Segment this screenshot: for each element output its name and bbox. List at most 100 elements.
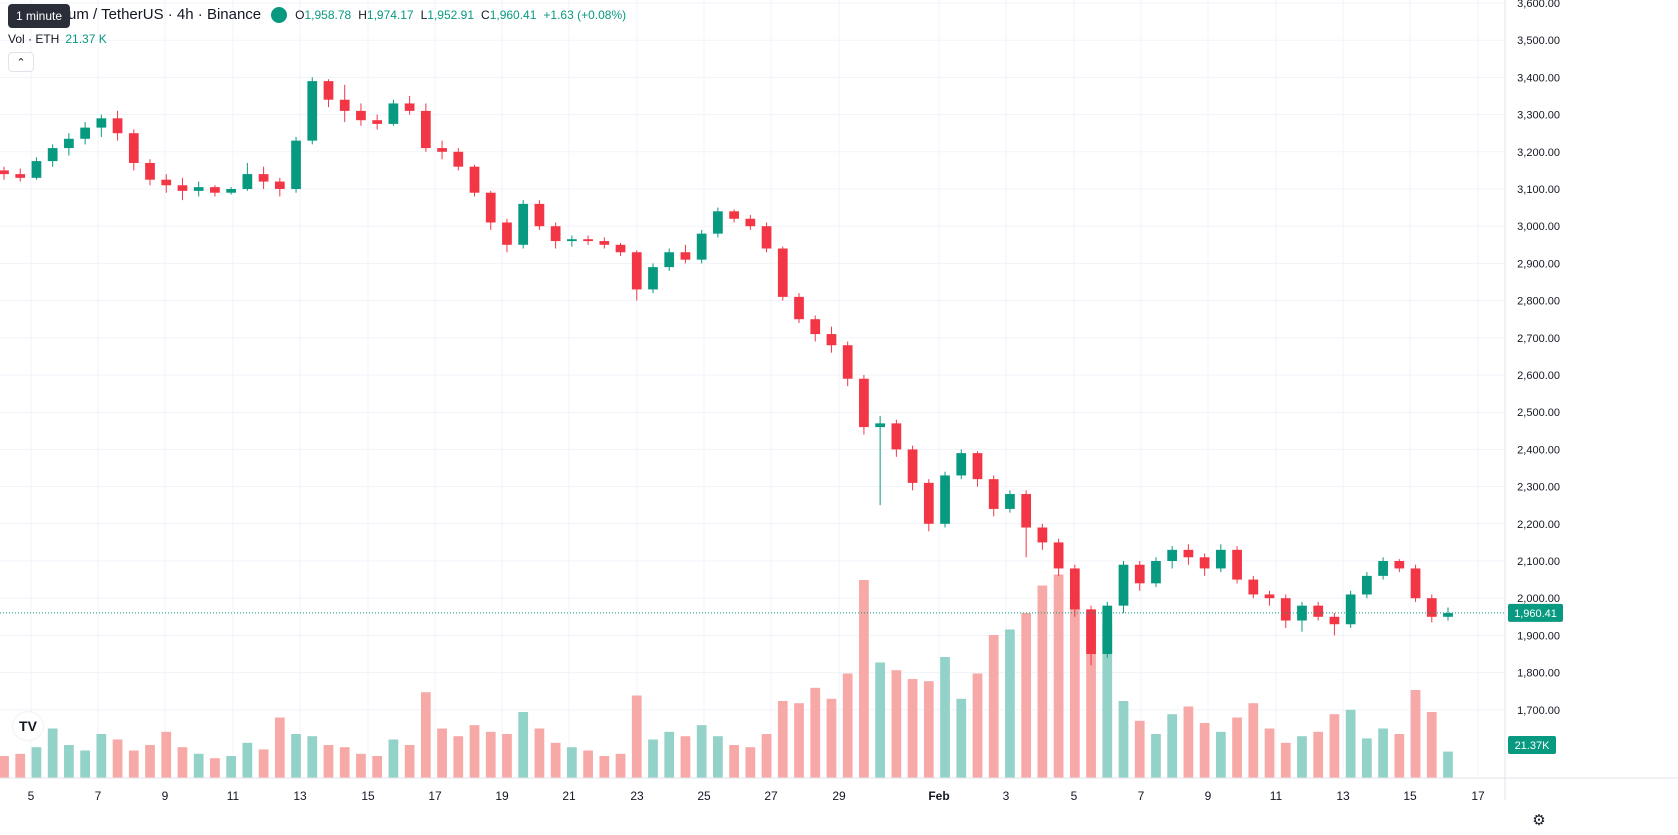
volume-bar (372, 756, 383, 778)
volume-bar (891, 670, 902, 778)
candle-body (128, 133, 139, 163)
candle-body (761, 226, 772, 249)
candle-body (258, 174, 269, 182)
price-tick-label: 3,100.00 (1517, 184, 1560, 196)
volume-bar (794, 703, 804, 778)
tradingview-logo[interactable]: TV (13, 712, 43, 740)
symbol-title[interactable]: um / TetherUS · 4h · Binance (68, 6, 262, 23)
volume-bar (1362, 738, 1372, 778)
candle-body (323, 81, 334, 100)
volume-bar (615, 753, 626, 778)
volume-value: 21.37 K (65, 32, 107, 46)
price-tick-label: 3,300.00 (1517, 110, 1560, 122)
candle-body (550, 226, 561, 242)
volume-bar (583, 750, 593, 778)
price-tick-label: 3,400.00 (1517, 72, 1560, 84)
candle-body (1053, 542, 1064, 569)
volume-bar (1134, 720, 1145, 778)
volume-bar (1426, 712, 1437, 778)
time-tick-label: 5 (28, 789, 35, 803)
volume-bar (420, 692, 431, 778)
time-tick-label: 3 (1003, 789, 1010, 803)
volume-bar (761, 734, 772, 778)
candle-body (1118, 564, 1129, 606)
candle-body (1199, 557, 1210, 569)
high-value: H1,974.17 (358, 8, 413, 22)
candle-body (680, 252, 691, 260)
volume-bar (1102, 624, 1113, 778)
candle-body (339, 99, 350, 111)
time-tick-label: 21 (562, 789, 576, 803)
candle-body (907, 449, 918, 483)
time-tick-label: 17 (1471, 789, 1485, 803)
time-tick-label: 11 (1270, 789, 1283, 803)
candle-body (713, 211, 723, 234)
time-tick-label: 29 (832, 789, 846, 803)
candle-body (648, 267, 658, 290)
candle-body (1232, 549, 1242, 580)
price-tick-label: 3,500.00 (1517, 35, 1560, 47)
price-tick-label: 1,900.00 (1517, 630, 1560, 642)
volume-bar (258, 749, 269, 778)
candle-body (80, 127, 90, 139)
volume-bar (777, 701, 788, 778)
volume-bar (1215, 731, 1226, 778)
volume-bar (15, 753, 26, 778)
volume-bar (291, 734, 301, 778)
time-tick-label: 5 (1071, 789, 1078, 803)
chart-grid (0, 0, 1505, 775)
candle-body (64, 138, 74, 149)
volume-bar (1232, 717, 1242, 778)
volume-bar (566, 747, 577, 778)
price-tick-label: 2,000.00 (1517, 593, 1560, 605)
low-number: 1,952.91 (427, 7, 475, 22)
volume-bar (1199, 723, 1210, 778)
candle-body (1167, 549, 1178, 561)
volume-bar (1005, 629, 1015, 778)
volume-bar (453, 736, 464, 778)
price-axis: 3,600.00 3,500.00 3,400.00 3,300.00 3,200.00… (1504, 0, 1560, 800)
price-tick-label: 1,700.00 (1517, 705, 1560, 717)
candle-body (1345, 594, 1356, 625)
volume-bar (1378, 728, 1388, 778)
candle-body (0, 170, 9, 175)
candle-body (599, 241, 610, 245)
volume-bar (696, 725, 707, 778)
candle-body (437, 148, 447, 152)
volume-bar (1264, 728, 1275, 778)
candle-body (226, 189, 237, 193)
volume-bar (842, 673, 853, 778)
volume-legend[interactable]: Vol · ETH 21.37 K (8, 32, 107, 46)
volume-bar (469, 725, 480, 778)
volume-bar (161, 731, 172, 778)
open-number: 1,958.78 (304, 7, 352, 22)
candle-body (1151, 561, 1161, 584)
volume-bar (550, 742, 561, 778)
candle-body (566, 239, 577, 242)
current-price-line: 1,960.41 21.37K (0, 603, 1563, 754)
volume-bar (1086, 613, 1096, 778)
volume-bar (1037, 585, 1048, 778)
volume-bar (388, 739, 399, 778)
volume-bar (323, 745, 334, 778)
volume-bar (518, 712, 529, 778)
volume-bar (956, 698, 967, 778)
volume-bar (534, 728, 545, 778)
volume-bar (664, 731, 675, 778)
candle-body (1394, 561, 1405, 569)
volume-bar (631, 695, 642, 778)
market-status-icon (271, 6, 288, 23)
volume-bar (404, 745, 415, 778)
candle-body (420, 110, 431, 149)
candle-body (1086, 609, 1096, 654)
volume-bar (940, 657, 950, 778)
collapse-legend-button[interactable]: ⌃ (8, 52, 34, 72)
candle-body (1378, 561, 1388, 576)
gear-icon[interactable]: ⚙ (1532, 812, 1546, 829)
candle-body (615, 244, 626, 253)
volume-value-badge (1508, 736, 1556, 754)
candle-body (15, 174, 26, 178)
candle-body (404, 103, 415, 111)
candle-body (696, 233, 707, 260)
